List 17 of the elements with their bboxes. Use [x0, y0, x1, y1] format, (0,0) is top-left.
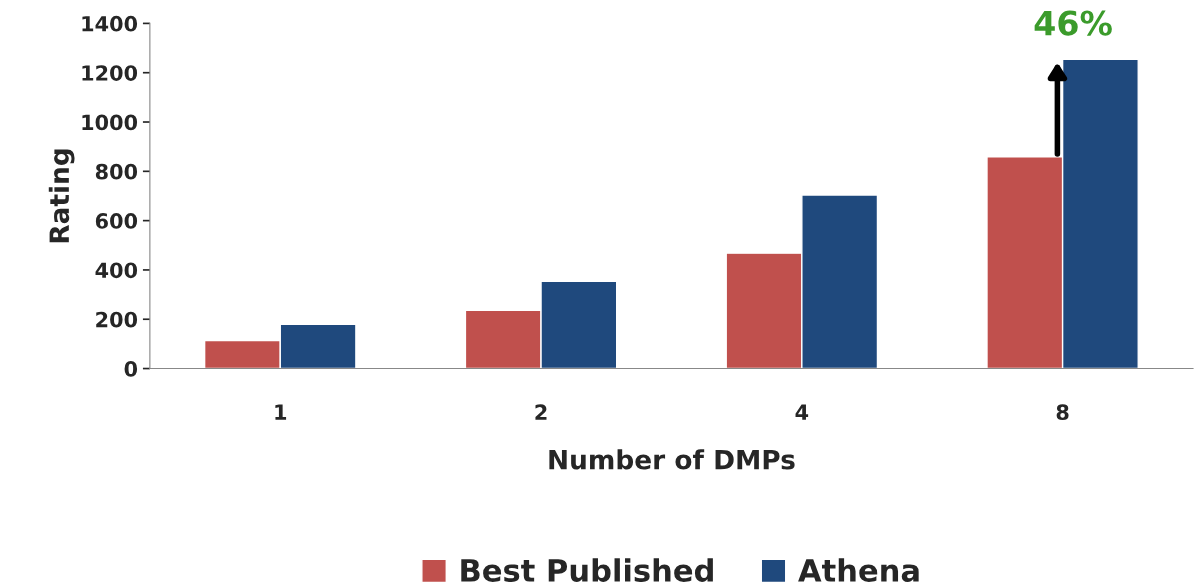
x-tick-label: 1: [275, 404, 287, 420]
x-tick-label: 4: [795, 404, 809, 420]
x-tick-label: 2: [535, 404, 547, 420]
legend-label: Athena: [798, 558, 919, 582]
y-tick-label: 800: [95, 163, 138, 180]
y-tick-label: 0: [124, 361, 138, 377]
x-tick-label: 8: [1056, 404, 1069, 421]
y-tick-label: 1200: [82, 65, 138, 81]
y-axis-title: Rating: [48, 149, 75, 243]
y-tick-label: 400: [95, 262, 138, 279]
x-axis-title: Number of DMPs: [549, 449, 795, 470]
y-tick-label: 1000: [82, 114, 138, 131]
y-tick-label: 600: [95, 213, 138, 229]
y-tick-label: 1400: [82, 15, 138, 32]
legend-label: Best Published: [461, 558, 713, 582]
y-tick-label: 200: [96, 311, 138, 328]
annotation: 46%: [1034, 10, 1112, 36]
